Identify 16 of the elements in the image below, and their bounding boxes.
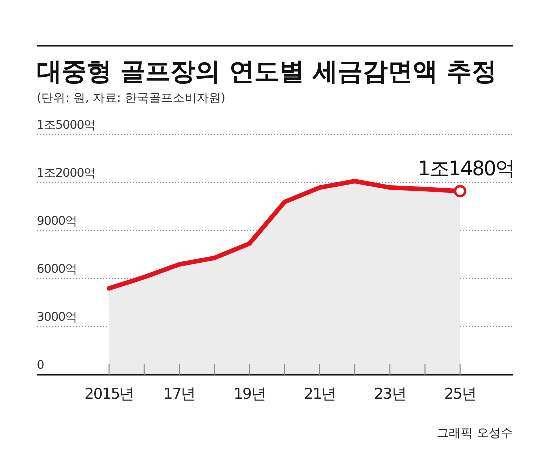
y-tick-label: 1조5000억: [37, 118, 96, 132]
x-tick-label: 2015년: [84, 385, 134, 403]
text: 그래픽 오성수: [437, 426, 513, 440]
y-tick-label: 3000억: [37, 310, 78, 324]
x-tick-label: 25년: [444, 385, 476, 403]
y-tick-label: 9000억: [37, 214, 78, 228]
x-tick-label: 23년: [374, 385, 406, 403]
x-tick-label: 21년: [304, 385, 336, 403]
chart-title: 대중형 골프장의 연도별 세금감면액 추정: [37, 57, 497, 86]
annotation: 1조1480억: [418, 156, 515, 180]
chart-subtitle: (단위: 원, 자료: 한국골프소비자원): [37, 91, 226, 105]
x-tick-label: 19년: [234, 385, 266, 403]
y-tick-label: 0: [37, 358, 44, 372]
y-tick-label: 1조2000억: [37, 166, 96, 180]
y-tick-label: 6000억: [37, 262, 78, 276]
x-tick-label: 17년: [164, 385, 196, 403]
